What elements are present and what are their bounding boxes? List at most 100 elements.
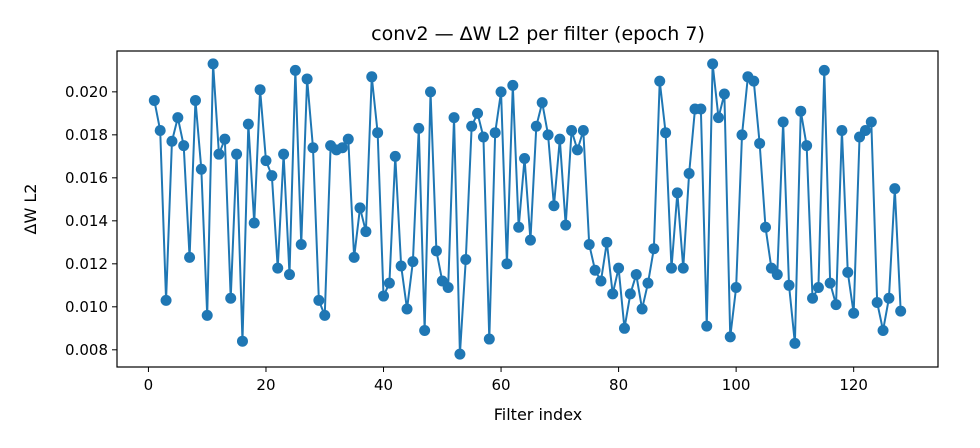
data-point <box>519 152 531 164</box>
series-line <box>153 62 902 356</box>
data-point <box>342 133 354 145</box>
data-point <box>372 127 384 139</box>
x-axis-label: Filter index <box>494 405 582 424</box>
data-point <box>272 262 284 274</box>
data-point <box>495 86 507 98</box>
y-axis-ticks: 0.008 0.010 0.012 0.014 0.016 0.018 0.020 <box>65 83 117 359</box>
x-tick-label: 80 <box>609 376 628 394</box>
y-tick-label: 0.010 <box>65 298 108 316</box>
data-point <box>407 256 419 268</box>
data-point <box>260 155 272 167</box>
data-point <box>477 131 489 143</box>
data-point <box>378 290 390 302</box>
data-point <box>301 73 313 85</box>
data-point <box>771 269 783 281</box>
data-point <box>360 226 372 238</box>
data-point <box>783 279 795 291</box>
plot-frame <box>116 50 939 368</box>
chart-title: conv2 — ΔW L2 per filter (epoch 7) <box>371 23 705 45</box>
data-point <box>201 309 213 321</box>
data-point <box>601 236 613 248</box>
data-point <box>266 170 278 182</box>
x-tick-label: 100 <box>722 376 751 394</box>
data-point <box>166 135 178 147</box>
data-point <box>319 309 331 321</box>
data-point <box>660 127 672 139</box>
data-point <box>577 125 589 137</box>
data-point <box>730 281 742 293</box>
data-point <box>724 331 736 343</box>
data-point <box>701 320 713 332</box>
y-tick-label: 0.016 <box>65 169 108 187</box>
data-point <box>472 107 484 119</box>
data-point <box>454 348 466 360</box>
data-point <box>536 97 548 109</box>
data-point <box>859 125 871 137</box>
data-point <box>231 148 243 160</box>
data-point <box>842 266 854 278</box>
data-point <box>789 337 801 349</box>
data-point <box>548 200 560 212</box>
data-point <box>307 142 319 154</box>
data-point <box>448 112 460 124</box>
data-point <box>707 58 719 70</box>
data-point <box>254 84 266 96</box>
data-point <box>348 251 360 263</box>
data-point <box>236 335 248 347</box>
data-point <box>354 202 366 214</box>
data-point <box>248 217 260 229</box>
data-point <box>395 260 407 272</box>
data-point <box>225 292 237 304</box>
data-point <box>413 122 425 134</box>
data-point <box>295 238 307 250</box>
data-point <box>524 234 536 246</box>
data-point <box>830 299 842 311</box>
data-point <box>683 168 695 180</box>
data-point <box>748 75 760 87</box>
data-point <box>148 94 160 106</box>
data-point <box>542 129 554 141</box>
data-point <box>507 79 519 91</box>
y-axis-label: ΔW L2 <box>21 184 40 235</box>
y-tick-label: 0.008 <box>65 341 108 359</box>
data-point <box>589 264 601 276</box>
data-point <box>401 303 413 315</box>
data-point <box>595 275 607 287</box>
data-point <box>630 269 642 281</box>
data-point <box>665 262 677 274</box>
data-point <box>807 292 819 304</box>
data-point <box>812 281 824 293</box>
data-point <box>566 125 578 137</box>
data-point <box>642 277 654 289</box>
x-tick-label: 20 <box>256 376 275 394</box>
data-point <box>313 294 325 306</box>
data-point <box>513 221 525 233</box>
data-point <box>560 219 572 231</box>
series-delta-w-l2 <box>148 58 907 360</box>
data-point <box>154 125 166 137</box>
data-point <box>571 144 583 156</box>
data-point <box>695 103 707 115</box>
data-point <box>278 148 290 160</box>
y-tick-label: 0.014 <box>65 212 108 230</box>
x-axis-ticks: 0 20 40 60 80 100 120 <box>144 367 868 394</box>
data-point <box>242 118 254 130</box>
data-point <box>419 324 431 336</box>
data-point <box>389 150 401 162</box>
data-point <box>624 288 636 300</box>
data-point <box>366 71 378 83</box>
data-point <box>283 269 295 281</box>
data-point <box>607 288 619 300</box>
data-point <box>677 262 689 274</box>
y-tick-label: 0.018 <box>65 126 108 144</box>
data-point <box>213 148 225 160</box>
data-point <box>754 137 766 149</box>
data-point <box>718 88 730 100</box>
data-point <box>430 245 442 257</box>
data-point <box>654 75 666 87</box>
data-point <box>836 125 848 137</box>
data-point <box>613 262 625 274</box>
data-point <box>871 297 883 309</box>
data-point <box>195 163 207 175</box>
